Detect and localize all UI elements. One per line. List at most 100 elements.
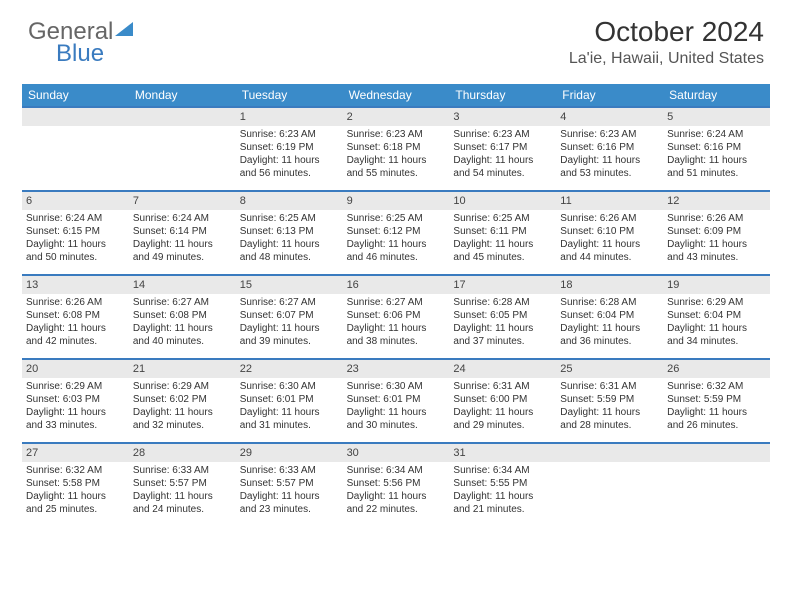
location-text: La'ie, Hawaii, United States <box>569 50 764 68</box>
sunrise-text: Sunrise: 6:27 AM <box>347 296 446 309</box>
sunset-text: Sunset: 6:04 PM <box>560 309 659 322</box>
cell-content: Sunrise: 6:25 AMSunset: 6:13 PMDaylight:… <box>236 210 343 270</box>
daylight-text: Daylight: 11 hours and 36 minutes. <box>560 322 659 348</box>
day-number <box>129 108 236 126</box>
daylight-text: Daylight: 11 hours and 44 minutes. <box>560 238 659 264</box>
daylight-text: Daylight: 11 hours and 54 minutes. <box>453 154 552 180</box>
cell-content: Sunrise: 6:30 AMSunset: 6:01 PMDaylight:… <box>343 378 450 438</box>
cell-content: Sunrise: 6:28 AMSunset: 6:05 PMDaylight:… <box>449 294 556 354</box>
sunrise-text: Sunrise: 6:31 AM <box>453 380 552 393</box>
sunset-text: Sunset: 6:15 PM <box>26 225 125 238</box>
cell-content: Sunrise: 6:34 AMSunset: 5:55 PMDaylight:… <box>449 462 556 522</box>
cell-content: Sunrise: 6:33 AMSunset: 5:57 PMDaylight:… <box>129 462 236 522</box>
cell-content: Sunrise: 6:27 AMSunset: 6:07 PMDaylight:… <box>236 294 343 354</box>
sunset-text: Sunset: 6:12 PM <box>347 225 446 238</box>
day-number <box>663 444 770 462</box>
day-name: Friday <box>556 84 663 106</box>
sunset-text: Sunset: 6:03 PM <box>26 393 125 406</box>
calendar-cell: 19Sunrise: 6:29 AMSunset: 6:04 PMDayligh… <box>663 276 770 358</box>
cell-content: Sunrise: 6:24 AMSunset: 6:14 PMDaylight:… <box>129 210 236 270</box>
calendar-cell: 7Sunrise: 6:24 AMSunset: 6:14 PMDaylight… <box>129 192 236 274</box>
sunrise-text: Sunrise: 6:25 AM <box>240 212 339 225</box>
header-right: October 2024 La'ie, Hawaii, United State… <box>569 16 764 68</box>
sunrise-text: Sunrise: 6:27 AM <box>240 296 339 309</box>
cell-content: Sunrise: 6:30 AMSunset: 6:01 PMDaylight:… <box>236 378 343 438</box>
sunrise-text: Sunrise: 6:26 AM <box>560 212 659 225</box>
calendar-cell: 28Sunrise: 6:33 AMSunset: 5:57 PMDayligh… <box>129 444 236 526</box>
calendar-cell: 21Sunrise: 6:29 AMSunset: 6:02 PMDayligh… <box>129 360 236 442</box>
calendar-cell: 29Sunrise: 6:33 AMSunset: 5:57 PMDayligh… <box>236 444 343 526</box>
month-title: October 2024 <box>569 16 764 48</box>
cell-content: Sunrise: 6:29 AMSunset: 6:04 PMDaylight:… <box>663 294 770 354</box>
sunrise-text: Sunrise: 6:25 AM <box>453 212 552 225</box>
calendar-cell: 13Sunrise: 6:26 AMSunset: 6:08 PMDayligh… <box>22 276 129 358</box>
calendar-cell: 10Sunrise: 6:25 AMSunset: 6:11 PMDayligh… <box>449 192 556 274</box>
daylight-text: Daylight: 11 hours and 37 minutes. <box>453 322 552 348</box>
week-row: 1Sunrise: 6:23 AMSunset: 6:19 PMDaylight… <box>22 106 770 190</box>
daylight-text: Daylight: 11 hours and 45 minutes. <box>453 238 552 264</box>
day-number: 2 <box>343 108 450 126</box>
cell-content: Sunrise: 6:26 AMSunset: 6:09 PMDaylight:… <box>663 210 770 270</box>
sunrise-text: Sunrise: 6:29 AM <box>133 380 232 393</box>
sunrise-text: Sunrise: 6:27 AM <box>133 296 232 309</box>
day-number <box>22 108 129 126</box>
sunrise-text: Sunrise: 6:29 AM <box>667 296 766 309</box>
sunrise-text: Sunrise: 6:23 AM <box>560 128 659 141</box>
day-name: Thursday <box>449 84 556 106</box>
daylight-text: Daylight: 11 hours and 50 minutes. <box>26 238 125 264</box>
daylight-text: Daylight: 11 hours and 40 minutes. <box>133 322 232 348</box>
daylight-text: Daylight: 11 hours and 49 minutes. <box>133 238 232 264</box>
calendar-cell: 12Sunrise: 6:26 AMSunset: 6:09 PMDayligh… <box>663 192 770 274</box>
day-name: Tuesday <box>236 84 343 106</box>
sunrise-text: Sunrise: 6:24 AM <box>26 212 125 225</box>
day-name: Sunday <box>22 84 129 106</box>
day-number: 30 <box>343 444 450 462</box>
daylight-text: Daylight: 11 hours and 33 minutes. <box>26 406 125 432</box>
calendar-cell <box>129 108 236 190</box>
day-name: Saturday <box>663 84 770 106</box>
sunrise-text: Sunrise: 6:26 AM <box>26 296 125 309</box>
sunset-text: Sunset: 5:57 PM <box>240 477 339 490</box>
sunset-text: Sunset: 5:56 PM <box>347 477 446 490</box>
daylight-text: Daylight: 11 hours and 32 minutes. <box>133 406 232 432</box>
calendar-cell: 11 Sunrise: 6:26 AMSunset: 6:10 PMDayligh… <box>556 192 663 274</box>
daylight-text: Daylight: 11 hours and 21 minutes. <box>453 490 552 516</box>
calendar-cell: 14Sunrise: 6:27 AMSunset: 6:08 PMDayligh… <box>129 276 236 358</box>
sunrise-text: Sunrise: 6:24 AM <box>667 128 766 141</box>
sunset-text: Sunset: 6:14 PM <box>133 225 232 238</box>
calendar-cell: 23Sunrise: 6:30 AMSunset: 6:01 PMDayligh… <box>343 360 450 442</box>
day-number: 10 <box>449 192 556 210</box>
day-name: Monday <box>129 84 236 106</box>
cell-content: Sunrise: 6:24 AMSunset: 6:15 PMDaylight:… <box>22 210 129 270</box>
day-number: 11 <box>556 192 663 210</box>
calendar-cell: 18Sunrise: 6:28 AMSunset: 6:04 PMDayligh… <box>556 276 663 358</box>
calendar-cell <box>22 108 129 190</box>
cell-content: Sunrise: 6:26 AMSunset: 6:08 PMDaylight:… <box>22 294 129 354</box>
calendar-cell: 31Sunrise: 6:34 AMSunset: 5:55 PMDayligh… <box>449 444 556 526</box>
sunrise-text: Sunrise: 6:33 AM <box>133 464 232 477</box>
day-number: 13 <box>22 276 129 294</box>
daylight-text: Daylight: 11 hours and 30 minutes. <box>347 406 446 432</box>
logo-triangle-icon <box>115 22 133 36</box>
cell-content: Sunrise: 6:34 AMSunset: 5:56 PMDaylight:… <box>343 462 450 522</box>
sunset-text: Sunset: 6:10 PM <box>560 225 659 238</box>
cell-content: Sunrise: 6:23 AMSunset: 6:16 PMDaylight:… <box>556 126 663 186</box>
sunset-text: Sunset: 6:17 PM <box>453 141 552 154</box>
day-number: 16 <box>343 276 450 294</box>
calendar-cell: 4Sunrise: 6:23 AMSunset: 6:16 PMDaylight… <box>556 108 663 190</box>
day-number: 6 <box>22 192 129 210</box>
cell-content: Sunrise: 6:23 AMSunset: 6:18 PMDaylight:… <box>343 126 450 186</box>
sunset-text: Sunset: 6:01 PM <box>240 393 339 406</box>
sunrise-text: Sunrise: 6:23 AM <box>347 128 446 141</box>
cell-content: Sunrise: 6:27 AMSunset: 6:06 PMDaylight:… <box>343 294 450 354</box>
sunset-text: Sunset: 5:59 PM <box>667 393 766 406</box>
calendar-cell: 9Sunrise: 6:25 AMSunset: 6:12 PMDaylight… <box>343 192 450 274</box>
daylight-text: Daylight: 11 hours and 48 minutes. <box>240 238 339 264</box>
sunrise-text: Sunrise: 6:34 AM <box>453 464 552 477</box>
cell-content: Sunrise: 6:32 AMSunset: 5:58 PMDaylight:… <box>22 462 129 522</box>
day-number: 17 <box>449 276 556 294</box>
cell-content: Sunrise: 6:24 AMSunset: 6:16 PMDaylight:… <box>663 126 770 186</box>
day-number: 9 <box>343 192 450 210</box>
day-number: 5 <box>663 108 770 126</box>
day-number: 20 <box>22 360 129 378</box>
